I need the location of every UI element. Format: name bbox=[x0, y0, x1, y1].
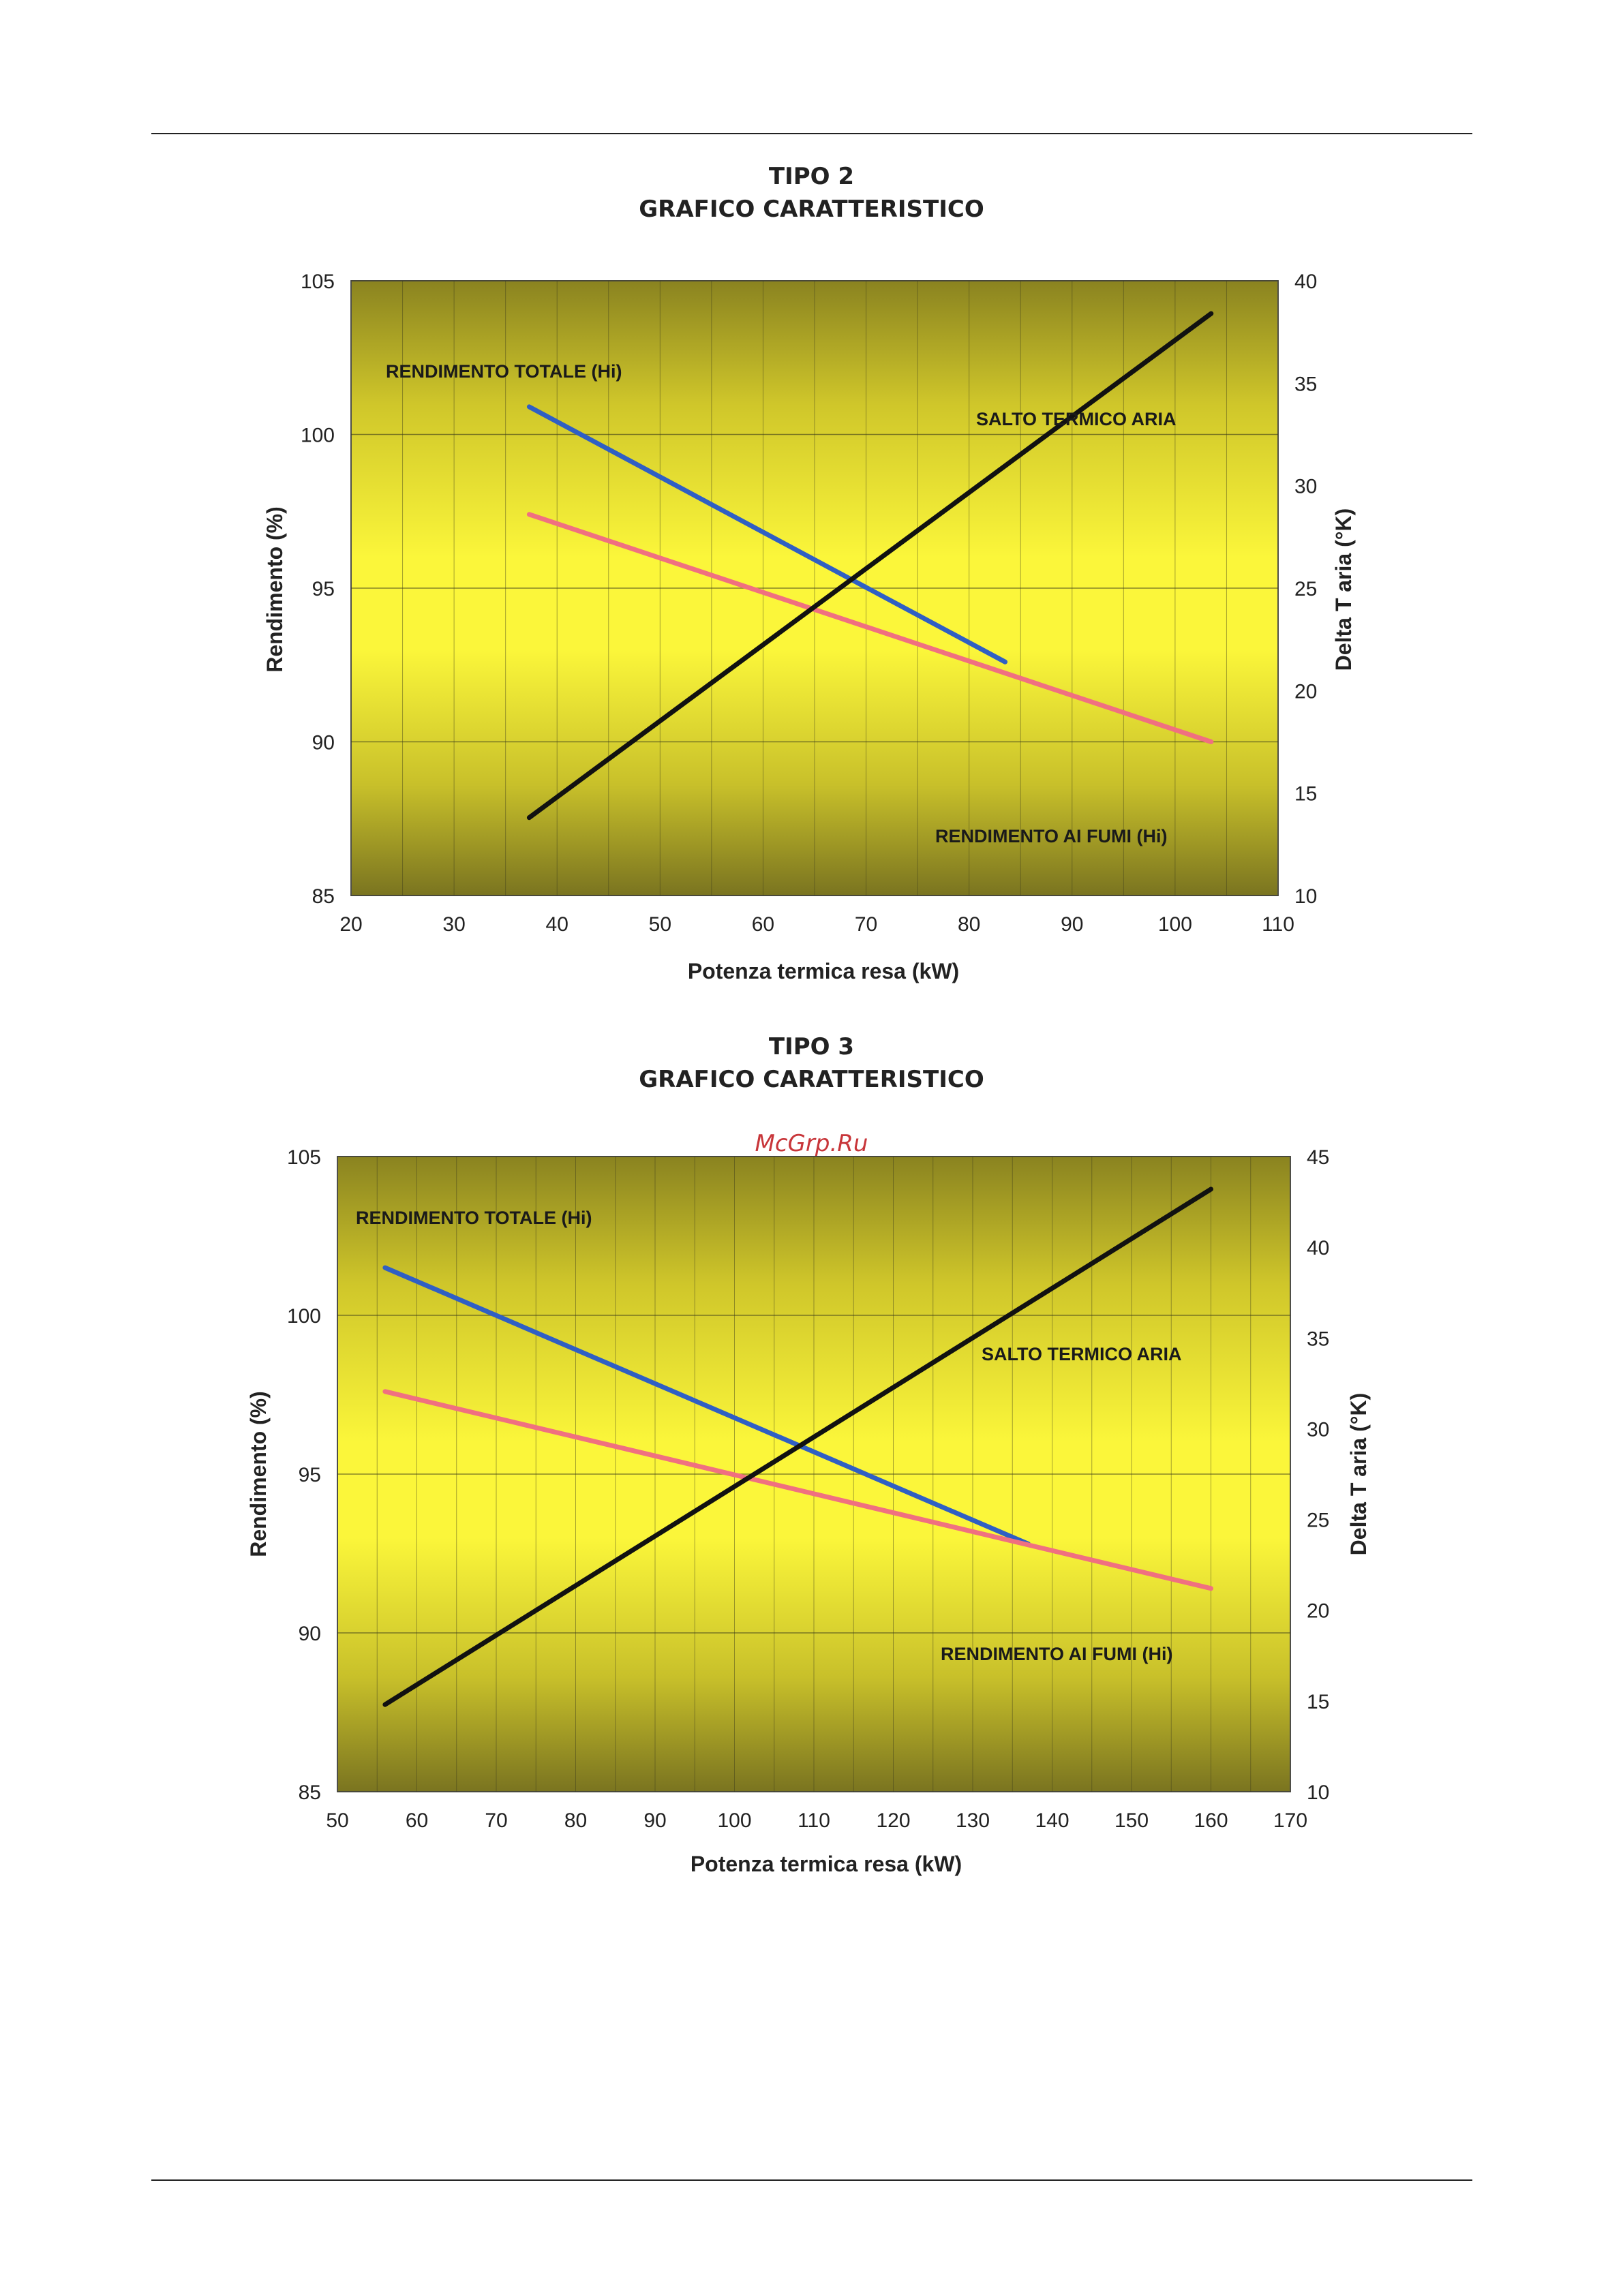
chart1-x-tick-label: 20 bbox=[339, 913, 362, 936]
chart2-series-label-fumi: RENDIMENTO AI FUMI (Hi) bbox=[941, 1644, 1172, 1664]
chart1: 20 30 40 50 60 70 80 90 100 110 85 90 95 100 105 10 15 20… bbox=[262, 271, 1356, 983]
chart2-title-block: TIPO 3 GRAFICO CARATTERISTICO bbox=[0, 1030, 1623, 1096]
chart2-x-tick-label: 150 bbox=[1114, 1809, 1149, 1832]
chart2-series-line-2 bbox=[382, 1187, 1213, 1707]
chart1-series-label-salto: SALTO TERMICO ARIA bbox=[976, 409, 1177, 429]
chart2-y-tick-label: 95 bbox=[299, 1464, 321, 1486]
chart2-y-tick-label: 105 bbox=[287, 1146, 321, 1169]
chart1-x-tick-label: 40 bbox=[546, 913, 568, 936]
chart2-x-axis-label: Potenza termica resa (kW) bbox=[691, 1852, 962, 1876]
chart2-y2-tick-label: 15 bbox=[1307, 1691, 1329, 1713]
chart2-y2-tick-label: 45 bbox=[1307, 1146, 1329, 1169]
chart1-y2-tick-label: 25 bbox=[1294, 578, 1317, 600]
chart1-y-axis-label: Rendimento (%) bbox=[262, 506, 287, 673]
chart2-x-tick-label: 90 bbox=[643, 1809, 666, 1832]
chart1-y2-tick-label: 40 bbox=[1294, 271, 1317, 293]
chart2-x-tick-label: 110 bbox=[798, 1809, 830, 1832]
chart2-y2-tick-label: 25 bbox=[1307, 1510, 1329, 1532]
chart2-y2-tick-label: 40 bbox=[1307, 1237, 1329, 1259]
chart2-y2-tick-label: 35 bbox=[1307, 1328, 1329, 1350]
chart1-y2-tick-label: 20 bbox=[1294, 680, 1317, 703]
chart2-y-axis-label: Rendimento (%) bbox=[246, 1391, 271, 1557]
top-rule bbox=[151, 133, 1472, 134]
chart1-y-tick-label: 100 bbox=[301, 425, 335, 447]
chart2-y2-tick-label: 20 bbox=[1307, 1600, 1329, 1623]
chart1-x-tick-label: 110 bbox=[1262, 913, 1294, 936]
chart1-title: TIPO 2 bbox=[768, 163, 855, 190]
bottom-rule bbox=[151, 2179, 1472, 2181]
chart2-y2-axis-label: Delta T aria (°K) bbox=[1346, 1393, 1371, 1556]
chart2-x-tick-label: 130 bbox=[956, 1809, 990, 1832]
chart2-subtitle: GRAFICO CARATTERISTICO bbox=[639, 1066, 984, 1093]
chart1-series-label-total: RENDIMENTO TOTALE (Hi) bbox=[386, 361, 622, 382]
chart2-x-tick-label: 140 bbox=[1035, 1809, 1069, 1832]
chart1-y2-axis-label: Delta T aria (°K) bbox=[1331, 508, 1356, 671]
watermark: McGrp.Ru bbox=[755, 1130, 868, 1157]
chart2-y-tick-label: 100 bbox=[287, 1305, 321, 1328]
chart2-series-label-total: RENDIMENTO TOTALE (Hi) bbox=[356, 1208, 592, 1228]
chart1-y-tick-label: 95 bbox=[312, 578, 335, 600]
chart1-y-tick-label: 105 bbox=[301, 271, 335, 293]
chart2-x-tick-label: 120 bbox=[876, 1809, 910, 1832]
chart2-series-label-salto: SALTO TERMICO ARIA bbox=[982, 1344, 1182, 1364]
chart1-x-tick-label: 100 bbox=[1158, 913, 1192, 936]
chart2-y2-tick-label: 30 bbox=[1307, 1418, 1329, 1441]
chart1-x-axis-label: Potenza termica resa (kW) bbox=[688, 959, 959, 983]
chart2-x-tick-label: 50 bbox=[326, 1809, 348, 1832]
chart1-x-tick-label: 70 bbox=[855, 913, 877, 936]
chart1-y2-tick-label: 15 bbox=[1294, 783, 1317, 806]
chart2-y-tick-label: 90 bbox=[299, 1623, 321, 1645]
chart1-title-block: TIPO 2 GRAFICO CARATTERISTICO bbox=[0, 160, 1623, 226]
chart1-x-tick-label: 60 bbox=[752, 913, 774, 936]
chart1-y2-tick-label: 10 bbox=[1294, 885, 1317, 908]
chart2: 50 60 70 80 90 100 110 120 130 140 150 160 170 85 90 95… bbox=[246, 1146, 1371, 1876]
chart1-y2-tick-label: 30 bbox=[1294, 476, 1317, 498]
chart2-title: TIPO 3 bbox=[768, 1033, 855, 1060]
chart2-x-tick-label: 160 bbox=[1194, 1809, 1228, 1832]
chart1-x-tick-label: 30 bbox=[442, 913, 465, 936]
chart2-x-tick-label: 170 bbox=[1273, 1809, 1307, 1832]
chart2-y-tick-label: 85 bbox=[299, 1781, 321, 1804]
chart2-x-tick-label: 70 bbox=[485, 1809, 507, 1832]
chart2-series-line-0 bbox=[382, 1265, 1031, 1547]
chart2-x-tick-label: 80 bbox=[564, 1809, 587, 1832]
chart1-subtitle: GRAFICO CARATTERISTICO bbox=[639, 196, 984, 223]
chart1-x-tick-label: 80 bbox=[958, 913, 980, 936]
chart1-y2-tick-label: 35 bbox=[1294, 373, 1317, 395]
chart1-series-line-0 bbox=[526, 404, 1008, 664]
chart1-y-tick-label: 90 bbox=[312, 732, 335, 754]
chart2-series-line-1 bbox=[382, 1389, 1213, 1591]
chart1-series-label-fumi: RENDIMENTO AI FUMI (Hi) bbox=[935, 826, 1167, 846]
chart1-y-tick-label: 85 bbox=[312, 885, 335, 908]
chart2-y2-tick-label: 10 bbox=[1307, 1781, 1329, 1804]
chart2-x-tick-label: 100 bbox=[717, 1809, 751, 1832]
chart1-x-tick-label: 50 bbox=[649, 913, 671, 936]
chart2-x-tick-label: 60 bbox=[406, 1809, 428, 1832]
chart1-x-tick-label: 90 bbox=[1061, 913, 1083, 936]
chart1-series-line-1 bbox=[526, 512, 1214, 744]
chart1-series-line-2 bbox=[526, 311, 1214, 821]
